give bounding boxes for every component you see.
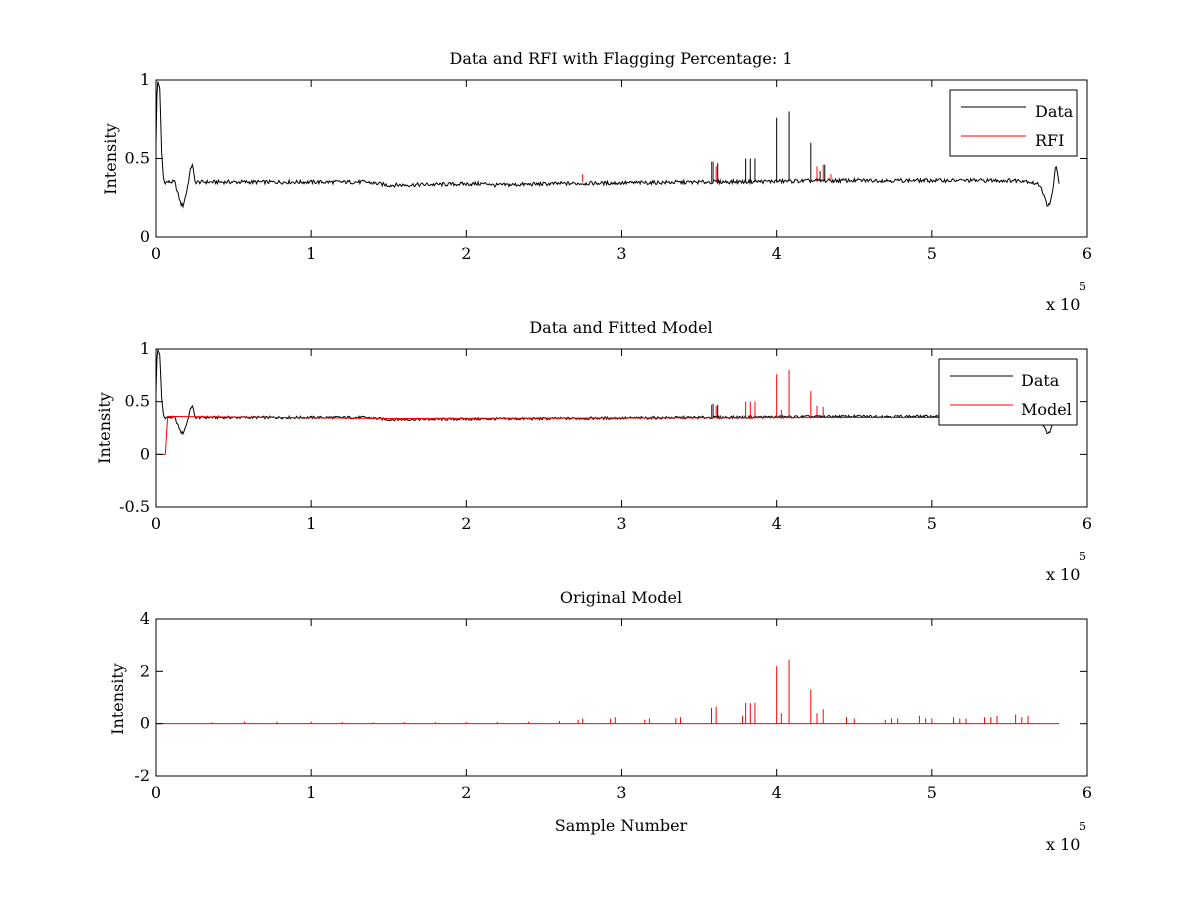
panel-1-ylabel: Intensity <box>101 123 120 195</box>
panel-3-x-exponent: x 10 <box>1046 835 1080 854</box>
panel-2-legend-model-label: Model <box>1021 400 1072 419</box>
x-tick-label: 5 <box>927 783 937 802</box>
x-tick-label: 2 <box>461 514 471 533</box>
panel-1-legend: Data RFI <box>949 89 1078 157</box>
panel-3-ylabel: Intensity <box>108 663 127 735</box>
x-tick-label: 4 <box>772 783 782 802</box>
y-tick-label: 0.5 <box>125 149 150 168</box>
panel-2-title: Data and Fitted Model <box>529 318 712 337</box>
x-tick-label: 1 <box>306 783 316 802</box>
panel-1-legend-box <box>949 89 1078 157</box>
x-tick-label: 3 <box>616 244 626 263</box>
x-tick-label: 2 <box>461 244 471 263</box>
panel-1-x-exponent: x 10 <box>1046 295 1080 314</box>
panel-1-legend-rfi-label: RFI <box>1035 131 1064 150</box>
y-tick-label: 0 <box>140 714 150 733</box>
panel-2-x-exponent-power: 5 <box>1079 550 1086 563</box>
x-tick-label: 4 <box>772 514 782 533</box>
x-tick-label: 0 <box>151 783 161 802</box>
y-tick-label: -2 <box>134 766 150 785</box>
x-tick-label: 1 <box>306 244 316 263</box>
y-tick-label: 2 <box>140 661 150 680</box>
panel-1-plot: 0 1 2 3 4 5 6 0 0.5 1 <box>125 70 1093 263</box>
x-tick-label: 6 <box>1082 244 1092 263</box>
x-tick-label: 2 <box>461 783 471 802</box>
y-tick-label: 1 <box>140 70 150 89</box>
panel-3-x-exponent-power: 5 <box>1079 820 1086 833</box>
x-tick-label: 5 <box>927 244 937 263</box>
x-tick-label: 3 <box>616 783 626 802</box>
panel-2-series-area <box>156 349 1060 455</box>
y-tick-label: 0 <box>140 444 150 463</box>
panel-2-model-line <box>156 415 1055 455</box>
panel-2-legend-data-label: Data <box>1021 371 1060 390</box>
x-tick-label: 6 <box>1082 783 1092 802</box>
y-tick-label: 0.5 <box>125 392 150 411</box>
panel-1: Data and RFI with Flagging Percentage: 1… <box>101 49 1092 314</box>
panel-2-ylabel: Intensity <box>95 392 114 464</box>
x-tick-label: 6 <box>1082 514 1092 533</box>
panel-1-series-area <box>156 81 1060 209</box>
panel-2-plot: 0 1 2 3 4 5 6-0.500.51 <box>119 339 1092 533</box>
x-tick-label: 0 <box>151 244 161 263</box>
y-tick-label: 4 <box>140 609 150 628</box>
panel-1-x-exponent-power: 5 <box>1079 280 1086 293</box>
x-tick-label: 1 <box>306 514 316 533</box>
y-tick-label: 0 <box>140 227 150 246</box>
x-tick-label: 0 <box>151 514 161 533</box>
panel-2-x-exponent: x 10 <box>1046 565 1080 584</box>
panel-2: Data and Fitted Model Intensity 0 1 2 3 4 5 6 -… <box>95 318 1092 584</box>
panel-1-data-line <box>156 81 1060 209</box>
panel-3-series-area <box>156 659 1060 725</box>
y-tick-label: 1 <box>140 339 150 358</box>
panel-2-legend-box <box>938 358 1078 426</box>
x-tick-label: 5 <box>927 514 937 533</box>
panel-1-legend-data-label: Data <box>1035 102 1074 121</box>
y-tick-label: -0.5 <box>119 497 150 516</box>
panel-2-legend: Data Model <box>938 358 1078 426</box>
x-tick-label: 3 <box>616 514 626 533</box>
panel-3-xlabel: Sample Number <box>555 816 688 835</box>
x-tick-label: 4 <box>772 244 782 263</box>
panel-3-title: Original Model <box>560 588 682 607</box>
panel-1-title: Data and RFI with Flagging Percentage: 1 <box>449 49 792 68</box>
